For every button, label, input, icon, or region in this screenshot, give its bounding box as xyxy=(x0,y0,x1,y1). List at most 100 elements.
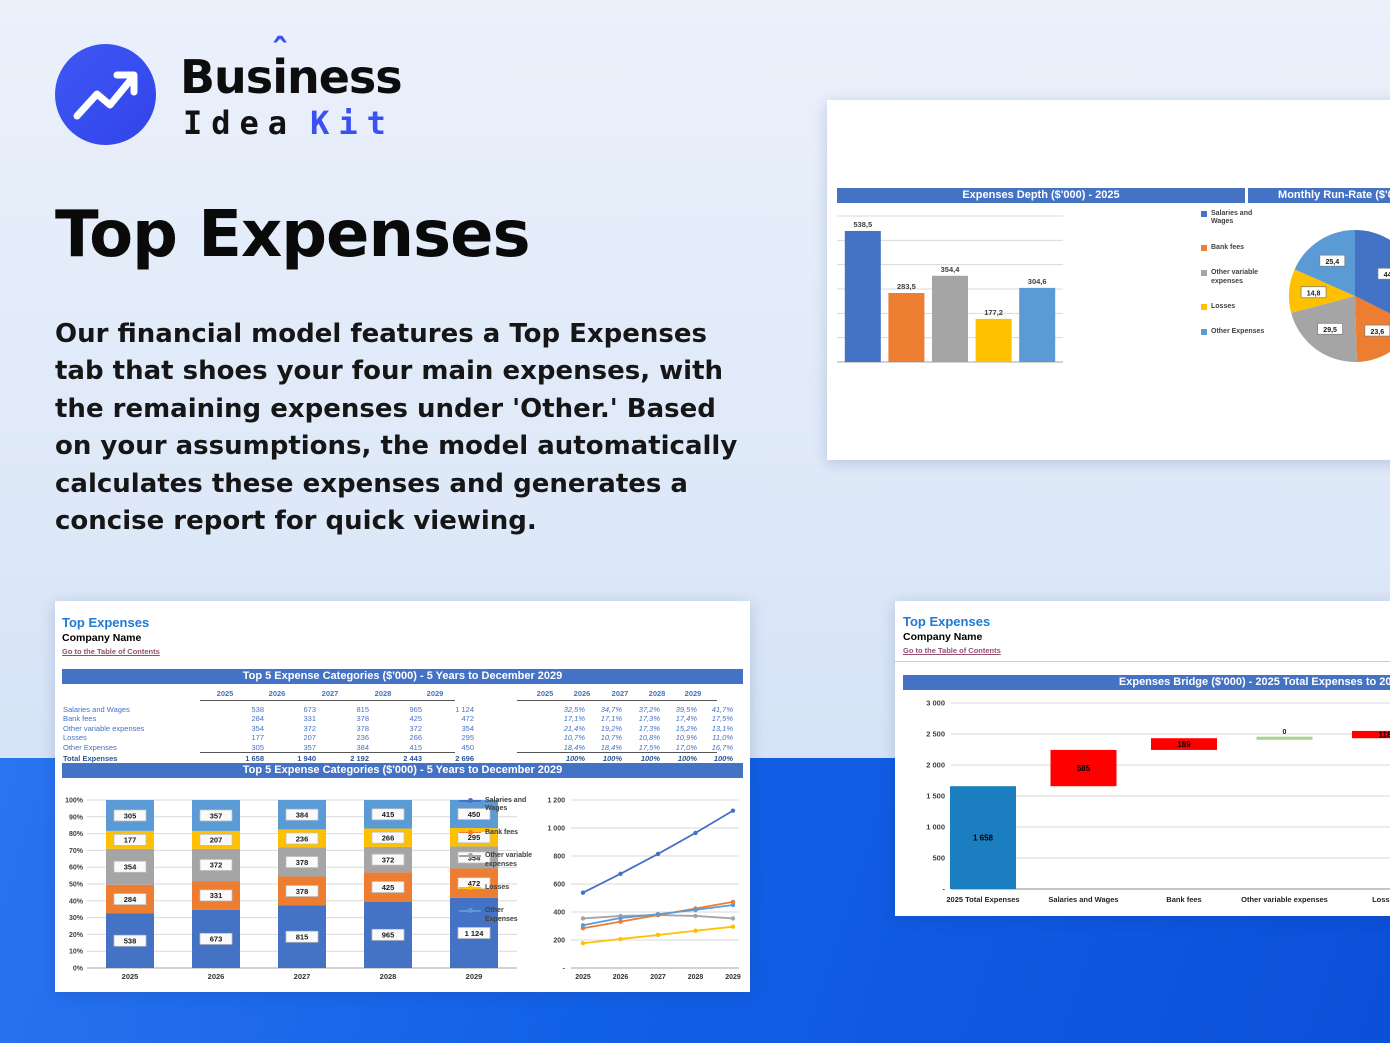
report-toc-link[interactable]: Go to the Table of Contents xyxy=(62,647,160,656)
legend-line-marker xyxy=(459,907,481,914)
table-cell: 2027 xyxy=(321,689,339,698)
chart-text: 304,6 xyxy=(1028,277,1047,286)
legend-item: Salaries and Wages xyxy=(459,797,537,814)
table-cell: 2027 xyxy=(611,689,629,698)
chart-text: 378 xyxy=(296,858,309,867)
table-cell: 39,5% xyxy=(675,705,697,714)
chart-text: 2028 xyxy=(380,972,397,981)
table-cell: 100% xyxy=(713,754,733,763)
legend-item: Losses xyxy=(1201,303,1273,311)
table-cell: 2026 xyxy=(268,689,286,698)
chart-text: 372 xyxy=(210,861,223,870)
chart-text: 100% xyxy=(65,798,84,805)
chart-text: 30% xyxy=(69,915,84,922)
legend-swatch xyxy=(1201,211,1207,217)
chart-text: 44,8 xyxy=(1384,272,1390,279)
table-cell: 16,7% xyxy=(711,742,733,752)
table-cell: 2 696 xyxy=(455,754,474,763)
brand-name: Bus ˆ iness xyxy=(180,30,403,104)
legend-swatch xyxy=(1201,329,1207,336)
table-cell: 177 xyxy=(251,733,264,743)
legend-item: Bank fees xyxy=(1201,244,1273,252)
chart-text: 284 xyxy=(124,895,137,904)
table-cell: Losses xyxy=(63,733,87,743)
chart-text: 357 xyxy=(210,811,223,820)
chart-text: 2028 xyxy=(688,974,704,981)
data-point xyxy=(693,913,698,919)
table-cell: Salaries and Wages xyxy=(63,705,130,714)
chart-text: - xyxy=(943,885,946,894)
data-point xyxy=(580,923,586,928)
table-cell: 17,4% xyxy=(675,714,697,724)
chart-text: 415 xyxy=(382,810,395,819)
report-table-band: Top 5 Expense Categories ($'000) - 5 Yea… xyxy=(62,669,743,684)
table-cell: 10,9% xyxy=(675,733,697,743)
bridge-company: Company Name xyxy=(903,631,983,643)
chart-text: 1 000 xyxy=(926,823,945,832)
waterfall-bar xyxy=(950,786,1016,889)
table-cell: 2025 xyxy=(536,689,554,698)
data-label-box xyxy=(113,893,147,905)
legend-line-marker xyxy=(459,884,481,891)
bar xyxy=(1019,287,1056,362)
data-label-box xyxy=(371,831,405,844)
chart-text: 236 xyxy=(296,834,309,843)
page-title: Top Expenses xyxy=(55,198,531,272)
legend-item: Other variable expenses xyxy=(459,852,537,869)
table-cell: 2028 xyxy=(374,689,392,698)
runrate-chart-title: Monthly Run-Rate ($'000 xyxy=(1248,188,1390,203)
table-cell: 305 xyxy=(251,742,264,752)
legend-item: Salaries and Wages xyxy=(1201,210,1273,227)
data-point xyxy=(655,851,661,857)
data-label-box xyxy=(285,885,319,897)
chart-text: 177 xyxy=(124,836,137,845)
chart-text: 80% xyxy=(69,831,84,838)
data-point xyxy=(730,902,736,908)
chart-text: 2026 xyxy=(613,974,629,981)
table-cell: 2026 xyxy=(573,689,591,698)
table-cell: 41,7% xyxy=(711,705,733,714)
chart-text: 283,5 xyxy=(897,282,916,291)
data-label-box xyxy=(113,860,147,873)
bridge-title: Top Expenses xyxy=(903,614,991,629)
data-label-box xyxy=(457,808,491,820)
data-point xyxy=(580,916,586,921)
chart-text: 118 xyxy=(1379,731,1390,740)
chart-text: 1 200 xyxy=(547,798,565,805)
table-cell: 10,7% xyxy=(600,733,622,743)
legend-item: Other variable expenses xyxy=(1201,269,1273,286)
chart-text: 450 xyxy=(468,810,481,819)
chart-text: 400 xyxy=(553,910,565,917)
trend-arrow-icon xyxy=(73,71,138,120)
table-cell: 538 xyxy=(251,705,264,714)
legend-item: Losses xyxy=(459,884,537,892)
chart-text: 2025 xyxy=(575,974,591,981)
table-cell: 965 xyxy=(409,705,422,714)
brand-logo xyxy=(55,44,156,145)
expense-table: 2025 2025 2026 2026 2027 2027 2028 2028 2029 2029… xyxy=(55,685,750,763)
chart-text: Bank fees xyxy=(1166,895,1201,904)
table-cell: 331 xyxy=(303,714,316,724)
table-cell: 2 192 xyxy=(350,754,369,763)
chart-text: 305 xyxy=(124,811,137,820)
top-expenses-report-card: Top Expenses Company Name Go to the Tabl… xyxy=(55,601,750,992)
table-cell: 34,7% xyxy=(600,705,622,714)
chart-text: 50% xyxy=(69,882,84,889)
legend-item: Other Expenses xyxy=(459,907,537,924)
data-label-box xyxy=(285,856,319,868)
bridge-toc-link[interactable]: Go to the Table of Contents xyxy=(903,646,1001,655)
chart-text: Other variable expenses xyxy=(1241,895,1328,904)
chart-text: 500 xyxy=(932,854,945,863)
table-cell: 19,2% xyxy=(600,723,622,733)
table-cell: Total Expenses xyxy=(63,754,118,763)
table-cell: Other Expenses xyxy=(63,742,117,752)
data-label-box xyxy=(457,877,491,890)
line-series xyxy=(582,809,734,894)
chart-text: 673 xyxy=(210,935,223,944)
chart-text: 2025 xyxy=(122,972,139,981)
chart-text: 14,8 xyxy=(1307,291,1321,298)
chart-text: 354,4 xyxy=(941,265,961,274)
chart-text: 90% xyxy=(69,814,84,821)
chart-text: 378 xyxy=(296,887,309,896)
legend-swatch xyxy=(1201,303,1207,310)
